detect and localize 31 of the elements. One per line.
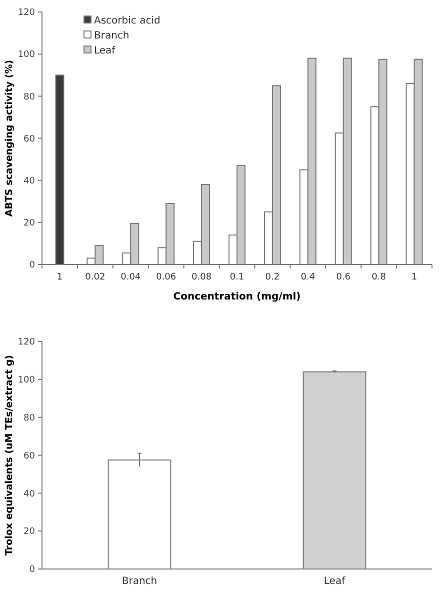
legend-label: Ascorbic acid (94, 16, 160, 26)
x-tick-label: 0.2 (265, 272, 280, 282)
y-axis-title: ABTS scavenging activity (%) (4, 60, 15, 217)
y-tick-label: 80 (24, 413, 36, 424)
y-tick-label: 60 (24, 451, 36, 462)
x-tick-label: 0.1 (230, 272, 244, 282)
y-tick-label: 100 (18, 50, 36, 60)
y-tick-label: 40 (24, 176, 36, 186)
x-tick-label: 1 (56, 272, 63, 282)
x-tick-label: 0.8 (372, 272, 386, 282)
y-tick-label: 80 (24, 92, 36, 102)
x-tick-label: 1 (411, 272, 418, 282)
y-tick-label: 0 (29, 260, 36, 271)
y-tick-label: 20 (24, 527, 36, 538)
x-tick-label: 0.4 (300, 272, 316, 282)
legend-label: Leaf (94, 46, 116, 56)
y-tick-label: 20 (24, 218, 36, 229)
x-tick-label: 0.08 (192, 272, 212, 282)
y-axis-title: Trolox equivalents (uM TEs/extract g) (4, 355, 15, 556)
x-tick-label: 0.6 (336, 272, 351, 282)
y-tick-label: 120 (18, 338, 36, 348)
x-tick-label: 0.04 (120, 272, 141, 282)
y-tick-label: 60 (24, 134, 36, 144)
x-tick-label: 0.02 (85, 272, 106, 282)
y-tick-label: 100 (18, 376, 36, 386)
y-tick-label: 40 (24, 489, 36, 500)
legend-label: Branch (94, 30, 130, 42)
y-tick-label: 120 (18, 8, 36, 18)
x-axis-title: Concentration (mg/ml) (173, 292, 301, 302)
x-tick-label: 0.06 (156, 272, 176, 282)
y-tick-label: 0 (29, 565, 36, 576)
